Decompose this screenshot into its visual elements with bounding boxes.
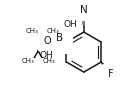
Text: O: O bbox=[43, 36, 51, 46]
Text: OH: OH bbox=[64, 20, 78, 29]
Text: CH₃: CH₃ bbox=[21, 58, 34, 64]
Text: CH₃: CH₃ bbox=[42, 58, 55, 64]
Text: CH₃: CH₃ bbox=[47, 28, 59, 34]
Text: F: F bbox=[108, 69, 113, 79]
Text: B: B bbox=[56, 33, 63, 43]
Text: N: N bbox=[80, 5, 88, 15]
Text: OH: OH bbox=[39, 51, 53, 60]
Text: CH₃: CH₃ bbox=[25, 28, 38, 34]
